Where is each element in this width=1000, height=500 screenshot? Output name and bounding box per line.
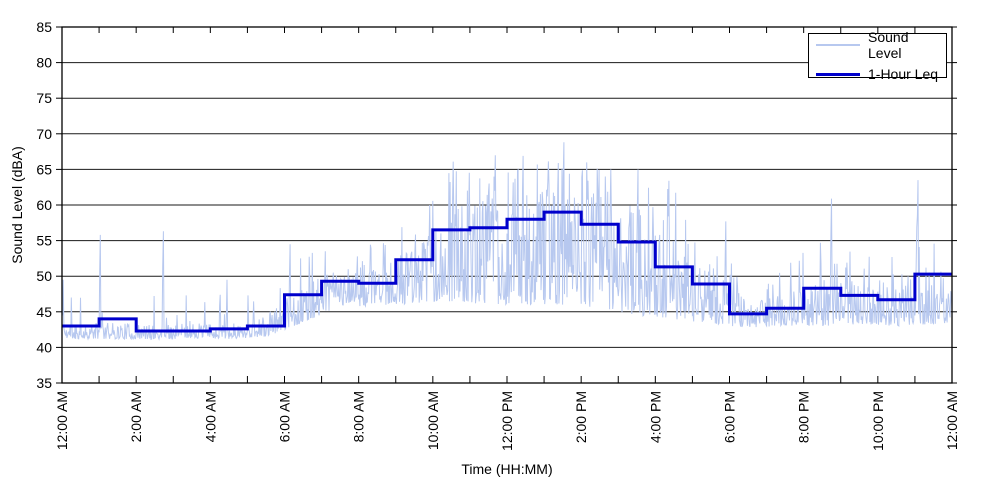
x-axis-title: Time (HH:MM) — [461, 461, 553, 477]
x-tick-label: 8:00 AM — [351, 391, 367, 442]
y-tick-label: 35 — [36, 375, 52, 391]
sound-level-line-swatch — [816, 44, 860, 46]
x-tick-label: 10:00 AM — [425, 391, 441, 450]
x-tick-label: 10:00 PM — [870, 391, 886, 451]
x-tick-label: 4:00 PM — [647, 391, 663, 443]
y-tick-label: 45 — [36, 304, 52, 320]
legend-item-sound-level: Sound Level — [816, 29, 939, 61]
x-tick-label: 6:00 PM — [722, 391, 738, 443]
leq-line-swatch — [816, 72, 860, 76]
y-axis-title: Sound Level (dBA) — [9, 146, 25, 264]
y-tick-label: 60 — [36, 197, 52, 213]
x-tick-label: 12:00 AM — [54, 391, 70, 450]
y-tick-label: 85 — [36, 19, 52, 35]
y-tick-label: 75 — [36, 90, 52, 106]
y-tick-label: 50 — [36, 268, 52, 284]
x-tick-label: 8:00 PM — [796, 391, 812, 443]
y-tick-label: 80 — [36, 55, 52, 71]
legend: Sound Level 1-Hour Leq — [808, 29, 947, 82]
legend-item-1-hour-leq: 1-Hour Leq — [816, 66, 939, 82]
y-tick-label: 70 — [36, 126, 52, 142]
x-tick-label: 4:00 AM — [202, 391, 218, 442]
x-tick-label: 12:00 PM — [499, 391, 515, 451]
y-tick-label: 55 — [36, 233, 52, 249]
legend-label-sound-level: Sound Level — [868, 29, 909, 61]
leq-series — [62, 210, 952, 333]
y-tick-label: 40 — [36, 339, 52, 355]
x-tick-label: 2:00 AM — [128, 391, 144, 442]
legend-label-1-hour-leq: 1-Hour Leq — [868, 66, 939, 82]
x-tick-label: 12:00 AM — [944, 391, 960, 450]
sound-level-series — [61, 142, 953, 341]
y-tick-label: 65 — [36, 161, 52, 177]
x-tick-label: 6:00 AM — [277, 391, 293, 442]
x-tick-label: 2:00 PM — [573, 391, 589, 443]
